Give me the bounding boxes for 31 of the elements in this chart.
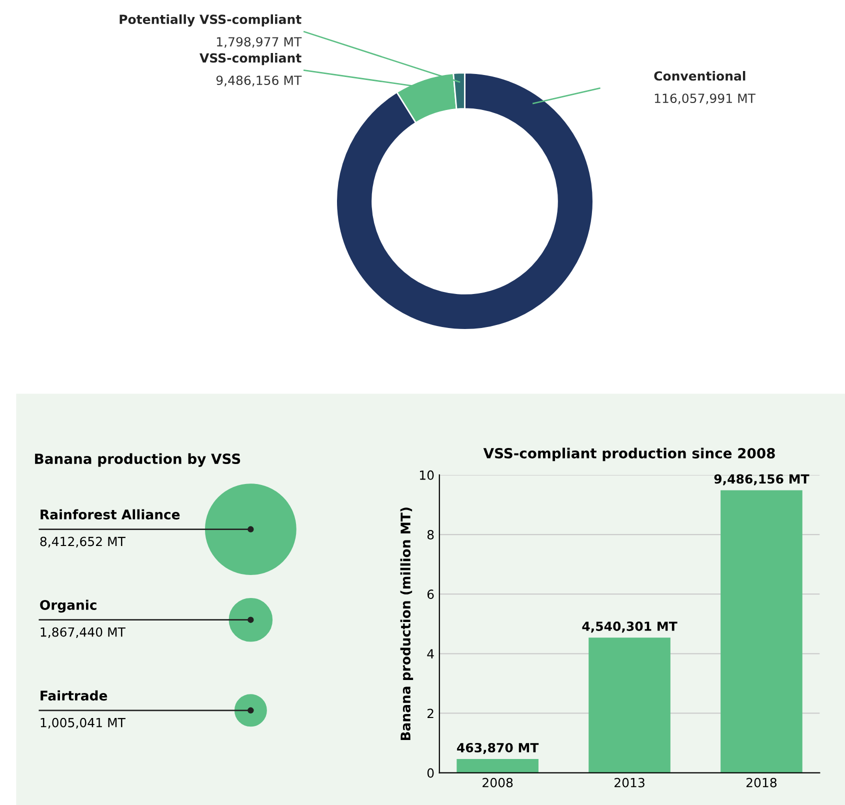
data-label: 9,486,156 MT (216, 76, 302, 86)
donut-slice (336, 72, 594, 330)
y-tick-label: 10 (420, 470, 434, 480)
chart-title: VSS-compliant production since 2008 (483, 448, 775, 462)
data-label: 1,005,041 MT (40, 718, 126, 729)
data-label: 1,867,440 MT (40, 627, 126, 638)
y-tick-label: 6 (427, 590, 434, 600)
data-label: 116,057,991 MT (654, 94, 756, 104)
y-tick-label: 2 (428, 708, 434, 718)
annotation: 9,486,156 MT (714, 474, 810, 486)
text: Banana production by VSS (35, 453, 240, 467)
data-label: 8,412,652 MT (40, 536, 126, 548)
slice-label: Potentially VSS-compliant (120, 14, 302, 27)
x-tick-label: 2013 (614, 778, 644, 788)
y-tick-label: 0 (427, 768, 434, 778)
bar (720, 490, 802, 773)
y-tick-label: 8 (427, 530, 434, 540)
y-axis-title: Banana production (million MT) (400, 508, 414, 740)
slice-label: Conventional (654, 70, 746, 81)
data-label: 1,798,977 MT (216, 37, 302, 48)
bar (588, 638, 670, 773)
x-tick-label: 2018 (746, 778, 777, 788)
annotation: 463,870 MT (457, 742, 539, 754)
y-tick-label: 4 (427, 649, 434, 658)
category-label: Rainforest Alliance (40, 509, 180, 520)
category-label: Organic (40, 600, 96, 613)
annotation: 4,540,301 MT (582, 622, 678, 633)
slice-label: VSS-compliant (200, 53, 302, 66)
bar (456, 758, 538, 773)
x-tick-label: 2008 (482, 778, 513, 788)
category-label: Fairtrade (40, 690, 108, 701)
